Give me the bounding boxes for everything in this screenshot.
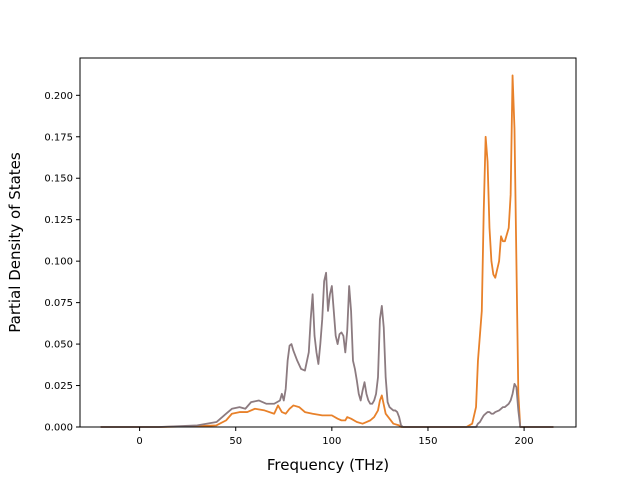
y-tick-label: 0.025	[44, 381, 73, 392]
y-axis-label: Partial Density of States	[6, 152, 24, 333]
series-1-line	[100, 74, 554, 428]
x-tick-label: 50	[229, 436, 242, 447]
plot-frame	[79, 57, 577, 428]
y-tick-label: 0.075	[44, 298, 73, 309]
y-tick-label: 0.150	[44, 174, 73, 185]
plot-area	[100, 74, 554, 428]
x-tick-label: 100	[322, 436, 341, 447]
x-tick-label: 200	[515, 436, 534, 447]
x-axis: 0 50 100 150 200	[136, 427, 534, 447]
y-tick-label: 0.175	[44, 132, 73, 143]
x-tick-label: 0	[136, 436, 142, 447]
y-tick-label: 0.100	[44, 257, 73, 268]
y-tick-label: 0.200	[44, 91, 73, 102]
y-tick-label: 0.050	[44, 340, 73, 351]
y-tick-label: 0.000	[44, 423, 73, 434]
y-tick-label: 0.125	[44, 215, 73, 226]
x-tick-label: 150	[418, 436, 437, 447]
x-axis-label: Frequency (THz)	[267, 456, 389, 474]
y-axis: 0.000 0.025 0.050 0.075 0.100 0.125 0.150 0.175…	[44, 91, 80, 434]
series-2-line	[100, 271, 554, 428]
